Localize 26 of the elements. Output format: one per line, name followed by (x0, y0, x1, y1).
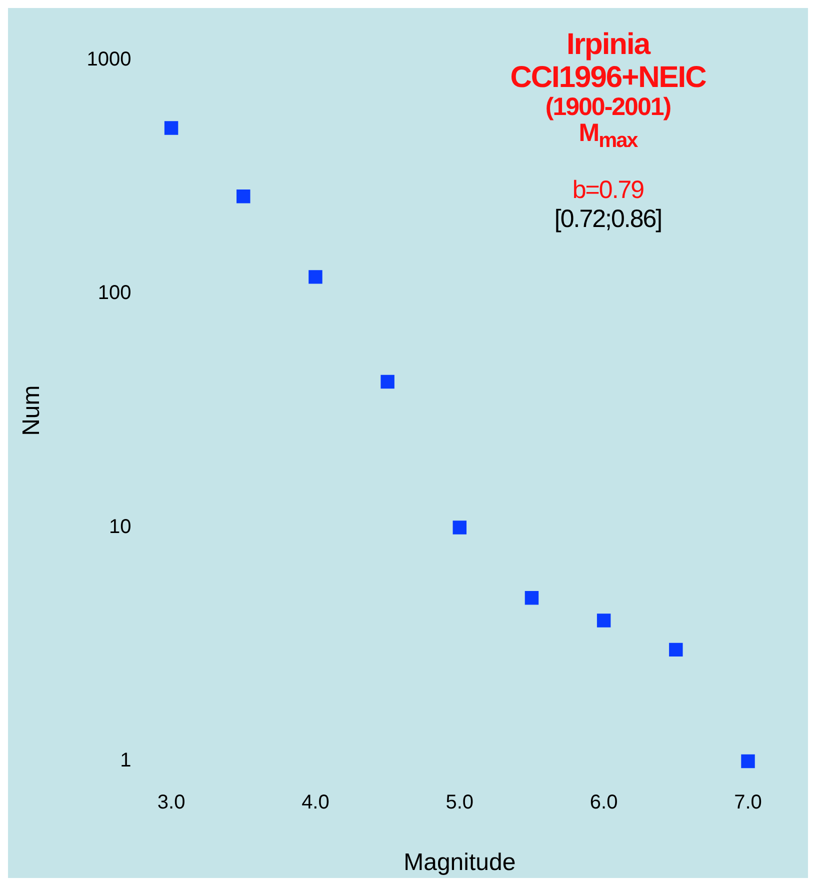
x-tick-label: 3.0 (157, 792, 186, 814)
y-axis-title: Num (18, 385, 46, 436)
point (741, 754, 755, 768)
point (669, 642, 683, 657)
x-tick-label: 7.0 (734, 792, 762, 814)
y-tick-label: 1 (120, 750, 132, 772)
y-tick-label: 10 (109, 516, 132, 538)
point (596, 614, 611, 628)
annotation: [0.72;0.86] (553, 204, 663, 234)
point (380, 374, 394, 389)
x-tick-label: 4.0 (302, 792, 330, 814)
annotation: b=0.79 (571, 176, 645, 205)
annotation: M$_{max}$ (578, 118, 638, 152)
chart-title: Irpinia (565, 28, 652, 62)
point (236, 189, 250, 204)
x-tick-label: 6.0 (590, 792, 618, 814)
point (164, 121, 178, 135)
point (524, 590, 539, 605)
annotation: CCI1996+NEIC (509, 61, 707, 94)
x-axis-title: Magnitude (404, 849, 516, 876)
point (308, 270, 322, 284)
y-tick-label: 1000 (86, 48, 132, 71)
y-tick-label: 100 (98, 282, 132, 304)
point (452, 520, 467, 534)
annotation: (1900-2001) (544, 92, 672, 120)
x-tick-label: 5.0 (446, 792, 474, 814)
